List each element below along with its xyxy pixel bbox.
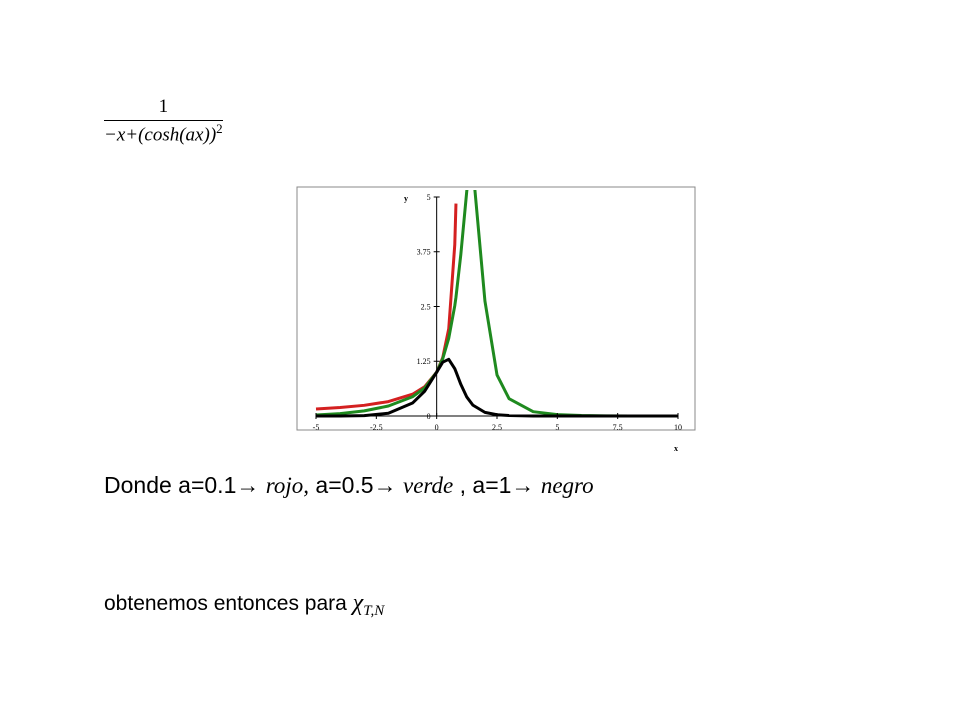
caption-text: Donde a=0.1→ [104, 472, 266, 498]
y-tick-label: 1.25 [417, 357, 431, 366]
caption-color: negro [540, 473, 594, 498]
footer: obtenemos entonces para χT,N [104, 590, 384, 620]
numerator: 1 [104, 96, 223, 121]
caption-color: verde [403, 473, 454, 498]
y-tick-label: 2.5 [421, 302, 431, 311]
x-axis-label: x [674, 444, 678, 453]
series-line [315, 190, 679, 418]
x-tick-label: 2.5 [492, 423, 502, 432]
caption: Donde a=0.1→ rojo, a=0.5→ verde , a=1→ n… [104, 472, 594, 499]
chi-symbol: χ [352, 590, 364, 616]
caption-text: a=0.5→ [309, 472, 403, 498]
chi-subscript: T,N [363, 603, 385, 620]
chart-frame [296, 186, 696, 431]
x-tick-label: -2.5 [370, 423, 383, 432]
x-tick-label: 10 [674, 423, 682, 432]
plot-area [315, 190, 679, 418]
formula: 1 −x+(cosh(ax))2 [104, 96, 223, 146]
x-tick-label: 5 [555, 423, 559, 432]
x-tick-label: -5 [313, 423, 320, 432]
x-tick-label: 7.5 [613, 423, 623, 432]
y-tick-label: 0 [427, 412, 431, 421]
denominator-text: −x+(cosh(ax)) [104, 124, 217, 146]
x-tick-label: 0 [435, 423, 439, 432]
y-tick-label: 5 [427, 193, 431, 202]
caption-color: rojo, [265, 473, 310, 498]
y-tick-label: 3.75 [417, 248, 431, 257]
exponent: 2 [216, 121, 223, 136]
denominator: −x+(cosh(ax))2 [104, 121, 223, 146]
y-axis-label: y [404, 194, 408, 203]
caption-text: , a=1→ [453, 472, 541, 498]
footer-text: obtenemos entonces para [104, 592, 353, 615]
